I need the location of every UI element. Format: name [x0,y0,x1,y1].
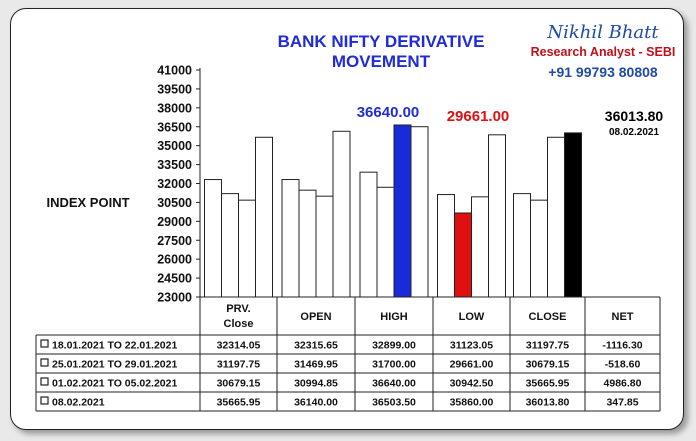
y-tick-label: 27500 [157,234,192,248]
legend-swatch [40,358,49,367]
legend-swatch [40,396,49,405]
table-cell: 30942.50 [450,378,494,390]
y-tick-label: 24500 [157,272,192,286]
bar [298,189,317,298]
y-tick-label: 35000 [157,139,192,153]
bar [564,132,582,298]
series-label: 25.01.2021 TO 29.01.2021 [52,359,177,371]
bar [471,196,489,298]
bar [204,179,222,298]
chart-title-line-1: BANK NIFTY DERIVATIVE [278,32,485,51]
y-axis-ticks: 41000 39500 38000 36500 35000 33500 32000 30500… [157,64,200,305]
low-annotation: 29661.00 [447,108,510,125]
y-tick-label: 29000 [157,215,192,229]
y-tick-label: 26000 [157,253,192,267]
data-table: PRV. Close OPEN HIGH LOW CLOSE NET 18.01.2021 T… [35,296,661,412]
y-tick-label: 36500 [157,120,192,134]
series-label: 01.02.2021 TO 05.02.2021 [52,378,177,390]
bar [376,186,395,298]
table-cell: 31123.05 [450,340,493,352]
table-cell: 29661.00 [450,359,494,371]
table-cell: 32315.65 [294,340,338,352]
bar [255,136,273,298]
table-cell: 36140.00 [294,397,338,409]
table-header-cell: Close [224,318,254,330]
bar [547,136,565,298]
table-cell: 32314.05 [217,340,261,352]
annotations: 36640.00 29661.00 36013.80 08.02.2021 [357,104,664,138]
table-cell: 35665.95 [526,378,570,390]
bar [359,171,378,298]
close-annotation: 36013.80 [605,108,664,124]
bar [332,130,351,298]
bar [530,199,548,298]
bar [410,126,429,298]
high-annotation: 36640.00 [357,104,420,121]
series-label: 18.01.2021 TO 22.01.2021 [52,340,177,352]
table-header-cell: PRV. [226,303,250,315]
table-cell: 32899.00 [372,340,416,352]
bar [488,134,506,298]
table-cell: 36640.00 [372,378,416,390]
y-tick-label: 32000 [157,177,192,191]
table-header-cell: NET [612,311,634,323]
y-axis-label: INDEX POINT [46,195,129,210]
y-tick-label: 41000 [157,64,192,78]
bar [513,193,531,298]
close-annotation-date: 08.02.2021 [609,127,659,138]
bar [454,212,472,298]
table-cell: -518.60 [605,359,641,371]
series-label: 08.02.2021 [52,397,105,409]
brand-role: Research Analyst - SEBI [531,45,676,59]
y-tick-label: 23000 [157,291,192,305]
table-cell: 31197.75 [526,340,569,352]
legend-swatch [40,339,49,348]
table-header-cell: LOW [459,311,485,323]
table-cell: 36013.80 [526,397,570,409]
brand-block: Nikhil Bhatt Research Analyst - SEBI +91… [531,22,676,80]
y-tick-label: 33500 [157,158,192,172]
bar [238,199,256,298]
y-tick-label: 30500 [157,196,192,210]
table-header-cell: CLOSE [529,311,567,323]
y-tick-label: 38000 [157,101,192,115]
table-cell: 35860.00 [450,397,494,409]
bar [281,179,300,298]
table-header-cell: OPEN [300,311,331,323]
table-cell: 36503.50 [372,397,416,409]
table-cell: -1116.30 [602,340,642,352]
brand-name: Nikhil Bhatt [546,22,659,43]
table-header-cell: HIGH [380,311,408,323]
bar [393,124,412,298]
table-cell: 31469.95 [294,359,338,371]
legend-swatch [40,377,49,386]
bar [437,194,455,298]
chart-title: BANK NIFTY DERIVATIVE MOVEMENT [278,32,485,71]
table-cell: 31197.75 [217,359,260,371]
table-cell: 35665.95 [217,397,261,409]
brand-phone: +91 99793 80808 [548,64,658,80]
table-cell: 31700.00 [372,359,416,371]
table-cell: 30679.15 [526,359,570,371]
table-cell: 30994.85 [294,378,338,390]
table-cell: 347.85 [606,397,638,409]
plot-area [199,68,585,298]
chart-title-line-2: MOVEMENT [332,52,431,71]
y-tick-label: 39500 [157,82,192,96]
bar [221,193,239,298]
bar [315,195,334,298]
table-cell: 30679.15 [217,378,261,390]
table-cell: 4986.80 [604,378,642,390]
